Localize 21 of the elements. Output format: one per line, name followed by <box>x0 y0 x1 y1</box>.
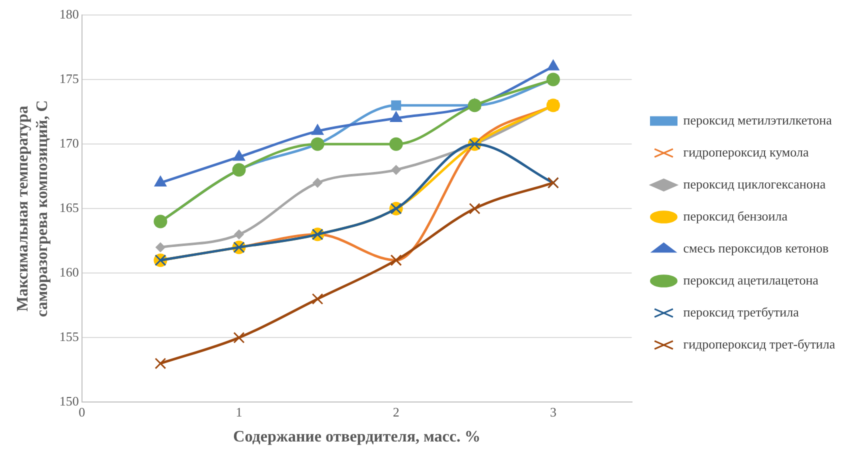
y-tick-label: 150 <box>59 394 79 409</box>
y-axis-title: Максимальная температура саморазогрева композиций, С <box>14 100 51 318</box>
y-tick-label: 165 <box>59 200 79 216</box>
y-tick-label: 160 <box>59 264 79 280</box>
legend-label: пероксид ацетилацетона <box>683 272 819 288</box>
x-tick-label: 3 <box>550 404 556 420</box>
legend-label: пероксид циклогексанона <box>683 176 826 192</box>
x-axis-title: Содержание отвердителя, масс. % <box>233 428 480 446</box>
x-tick-label: 1 <box>236 404 242 420</box>
legend-label: гидропероксид кумола <box>683 144 809 160</box>
y-tick-label: 175 <box>59 70 79 86</box>
x-tick-label: 2 <box>392 404 400 420</box>
y-tick-label: 170 <box>59 135 79 150</box>
x-tick-label: 0 <box>78 404 86 420</box>
legend-label: смесь пероксидов кетонов <box>683 240 829 256</box>
legend-label: пероксид метилэтилкетона <box>683 112 832 128</box>
y-tick-label: 155 <box>59 329 79 344</box>
legend-label: пероксид бензоила <box>683 208 788 224</box>
y-tick-label: 180 <box>59 6 79 22</box>
legend-label: гидропероксид трет-бутила <box>683 336 836 352</box>
legend-label: пероксид третбутила <box>683 304 800 320</box>
